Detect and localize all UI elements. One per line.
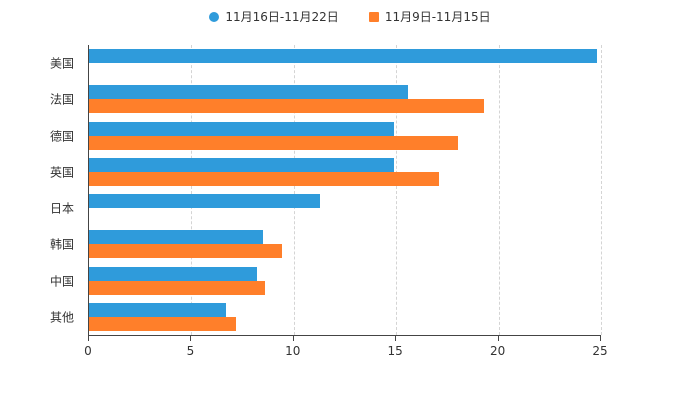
bar-previous-week[interactable]: [89, 316, 237, 331]
x-axis-tickmark: [190, 336, 192, 341]
bar-previous-week[interactable]: [89, 99, 485, 114]
legend-label: 11月16日-11月22日: [225, 10, 339, 24]
y-axis-label: 英国: [49, 165, 74, 180]
gridline: [191, 45, 193, 335]
legend-item-0[interactable]: 11月16日-11月22日: [209, 8, 339, 25]
chart-legend: 11月16日-11月22日 11月9日-11月15日: [0, 8, 700, 25]
x-axis-tickmark: [88, 336, 89, 341]
gridline: [293, 45, 295, 335]
x-axis-tickmark: [497, 336, 499, 341]
x-axis-labels: 0 5 10 15 20 25: [84, 336, 608, 366]
y-axis-label: 中国: [49, 274, 74, 289]
x-axis-label: 5: [186, 344, 195, 358]
x-axis-tickmark: [600, 336, 601, 341]
bar-current-week[interactable]: [89, 121, 395, 136]
legend-marker-icon: [209, 11, 220, 22]
bar-current-week[interactable]: [89, 266, 257, 281]
gridline: [601, 45, 602, 335]
legend-marker-icon: [368, 11, 379, 22]
gridline: [396, 45, 398, 335]
x-axis-label: 10: [285, 344, 301, 358]
gridline: [498, 45, 500, 335]
bar-current-week[interactable]: [89, 194, 321, 209]
bar-current-week[interactable]: [89, 157, 395, 172]
y-axis-label: 韩国: [49, 237, 74, 252]
y-axis-label: 德国: [49, 129, 74, 144]
x-axis-tickmark: [395, 336, 397, 341]
plot-area: [88, 45, 602, 336]
y-axis-label: 其他: [49, 310, 74, 325]
x-axis-label: 15: [387, 344, 403, 358]
x-axis-tickmark: [292, 336, 294, 341]
x-axis-label: 20: [489, 344, 506, 358]
y-axis-label: 日本: [49, 201, 74, 216]
bar-current-week[interactable]: [89, 49, 597, 64]
bar-previous-week[interactable]: [89, 171, 440, 186]
legend-item-1[interactable]: 11月9日-11月15日: [368, 8, 491, 25]
y-axis-label: 美国: [49, 56, 74, 71]
y-axis-labels: 美国法国德国英国日本韩国中国其他: [0, 45, 82, 335]
y-axis-label: 法国: [49, 92, 74, 107]
bar-current-week[interactable]: [89, 230, 264, 245]
bar-previous-week[interactable]: [89, 280, 266, 295]
legend-label: 11月9日-11月15日: [384, 10, 491, 24]
bar-current-week[interactable]: [89, 302, 227, 317]
bar-previous-week[interactable]: [89, 244, 282, 259]
x-axis-label: 0: [84, 344, 92, 358]
bar-current-week[interactable]: [89, 85, 409, 100]
x-axis-label: 25: [592, 344, 608, 358]
bar-previous-week[interactable]: [89, 135, 458, 150]
